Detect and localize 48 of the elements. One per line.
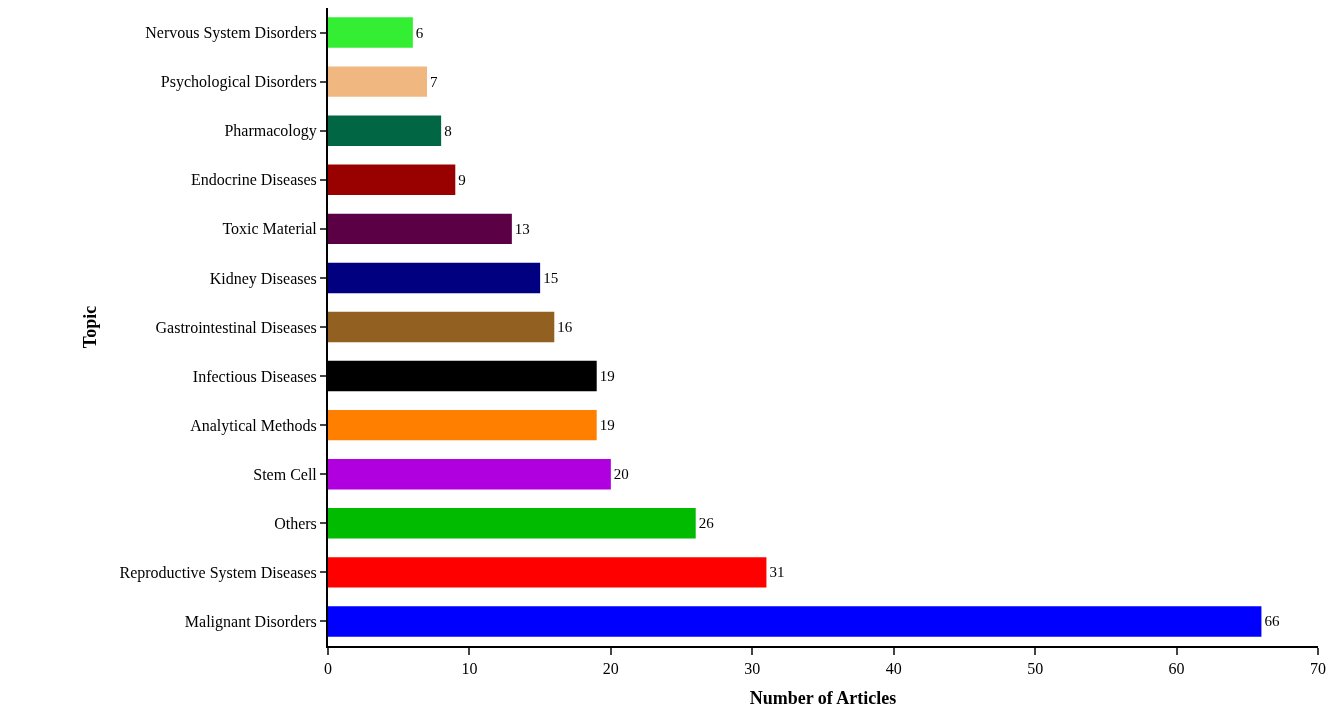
data-label: 15 <box>543 269 559 286</box>
y-tick-label: Reproductive System Diseases <box>119 563 317 582</box>
y-tick-label: Kidney Diseases <box>209 269 317 288</box>
y-tick-label: Gastrointestinal Diseases <box>155 318 317 336</box>
x-tick-label: 0 <box>324 660 332 678</box>
y-tick-label: Others <box>274 514 317 532</box>
x-tick-label: 10 <box>461 660 478 678</box>
bar <box>328 311 555 343</box>
bar <box>328 213 512 245</box>
data-label: 8 <box>444 122 452 139</box>
bar <box>328 66 427 97</box>
data-label: 66 <box>1264 613 1280 630</box>
bar <box>328 508 696 539</box>
data-label: 13 <box>514 220 530 237</box>
x-tick-label: 50 <box>1027 660 1044 678</box>
bar <box>328 262 541 294</box>
bar <box>328 459 611 490</box>
x-tick-label: 40 <box>885 660 902 678</box>
y-tick-label: Toxic Material <box>222 220 318 238</box>
bar <box>328 606 1262 637</box>
data-label: 7 <box>430 73 438 90</box>
bar <box>328 164 456 195</box>
bar <box>328 115 442 146</box>
y-tick-label: Stem Cell <box>253 465 318 483</box>
x-tick-label: 20 <box>602 660 619 678</box>
y-tick-label: Malignant Disorders <box>184 613 317 632</box>
data-label: 31 <box>769 564 785 581</box>
data-label: 16 <box>557 319 573 335</box>
bar <box>328 409 597 441</box>
bar <box>328 557 767 588</box>
data-label: 20 <box>613 466 629 483</box>
data-label: 19 <box>599 368 615 385</box>
x-tick-label: 30 <box>744 660 761 678</box>
data-label: 9 <box>458 171 466 188</box>
data-label: 19 <box>599 417 615 434</box>
x-tick-label: 60 <box>1168 660 1185 678</box>
x-tick-label: 70 <box>1310 660 1326 678</box>
y-tick-label: Nervous System Disorders <box>145 24 317 43</box>
y-tick-label: Endocrine Diseases <box>191 171 317 189</box>
y-tick-label: Pharmacology <box>224 122 317 141</box>
y-axis-title: Topic <box>80 305 101 349</box>
data-label: 6 <box>415 24 424 41</box>
y-tick-label: Analytical Methods <box>190 416 317 435</box>
y-tick-label: Infectious Diseases <box>192 367 317 385</box>
bar <box>328 17 413 48</box>
data-label: 26 <box>698 515 715 532</box>
y-tick-label: Psychological Disorders <box>160 73 317 92</box>
x-axis-title: Number of Articles <box>749 687 897 708</box>
